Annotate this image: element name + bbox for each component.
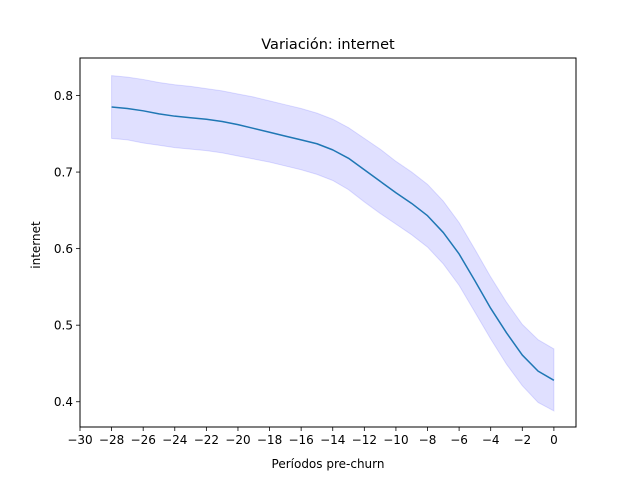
x-tick-label: −4: [482, 433, 500, 447]
y-tick-label: 0.7: [54, 165, 73, 179]
y-axis-label: internet: [29, 221, 43, 269]
x-tick-label: −10: [383, 433, 408, 447]
x-tick-label: −18: [257, 433, 282, 447]
x-tick-label: −12: [352, 433, 377, 447]
x-tick-label: 0: [550, 433, 558, 447]
plot-frame: [79, 57, 577, 428]
x-axis: −30 −28 −26 −24 −22 −20 −18 −16 −14 −12 −10 −8 −6 −4−…: [67, 427, 558, 447]
y-tick-label: 0.5: [54, 318, 73, 332]
x-tick-label: −22: [194, 433, 219, 447]
plot-area: [111, 75, 555, 412]
y-axis: 0.4 0.5 0.6 0.7 0.8: [54, 89, 80, 409]
x-tick-label: −2: [513, 433, 531, 447]
x-tick-label: −6: [450, 433, 468, 447]
x-tick-label: −16: [288, 433, 313, 447]
x-tick-label: −30: [67, 433, 92, 447]
x-tick-label: −24: [162, 433, 187, 447]
y-tick-label: 0.4: [54, 395, 73, 409]
y-tick-label: 0.8: [54, 89, 73, 103]
y-tick-label: 0.6: [54, 242, 73, 256]
series-line: [111, 106, 555, 381]
x-tick-label: −20: [225, 433, 250, 447]
confidence-band: [111, 75, 555, 412]
chart-title: Variación: internet: [261, 37, 395, 53]
x-tick-label: −26: [131, 433, 156, 447]
x-tick-label: −14: [320, 433, 345, 447]
x-axis-label: Períodos pre-churn: [272, 457, 385, 471]
x-tick-label: −8: [419, 433, 437, 447]
x-tick-label: −28: [99, 433, 124, 447]
